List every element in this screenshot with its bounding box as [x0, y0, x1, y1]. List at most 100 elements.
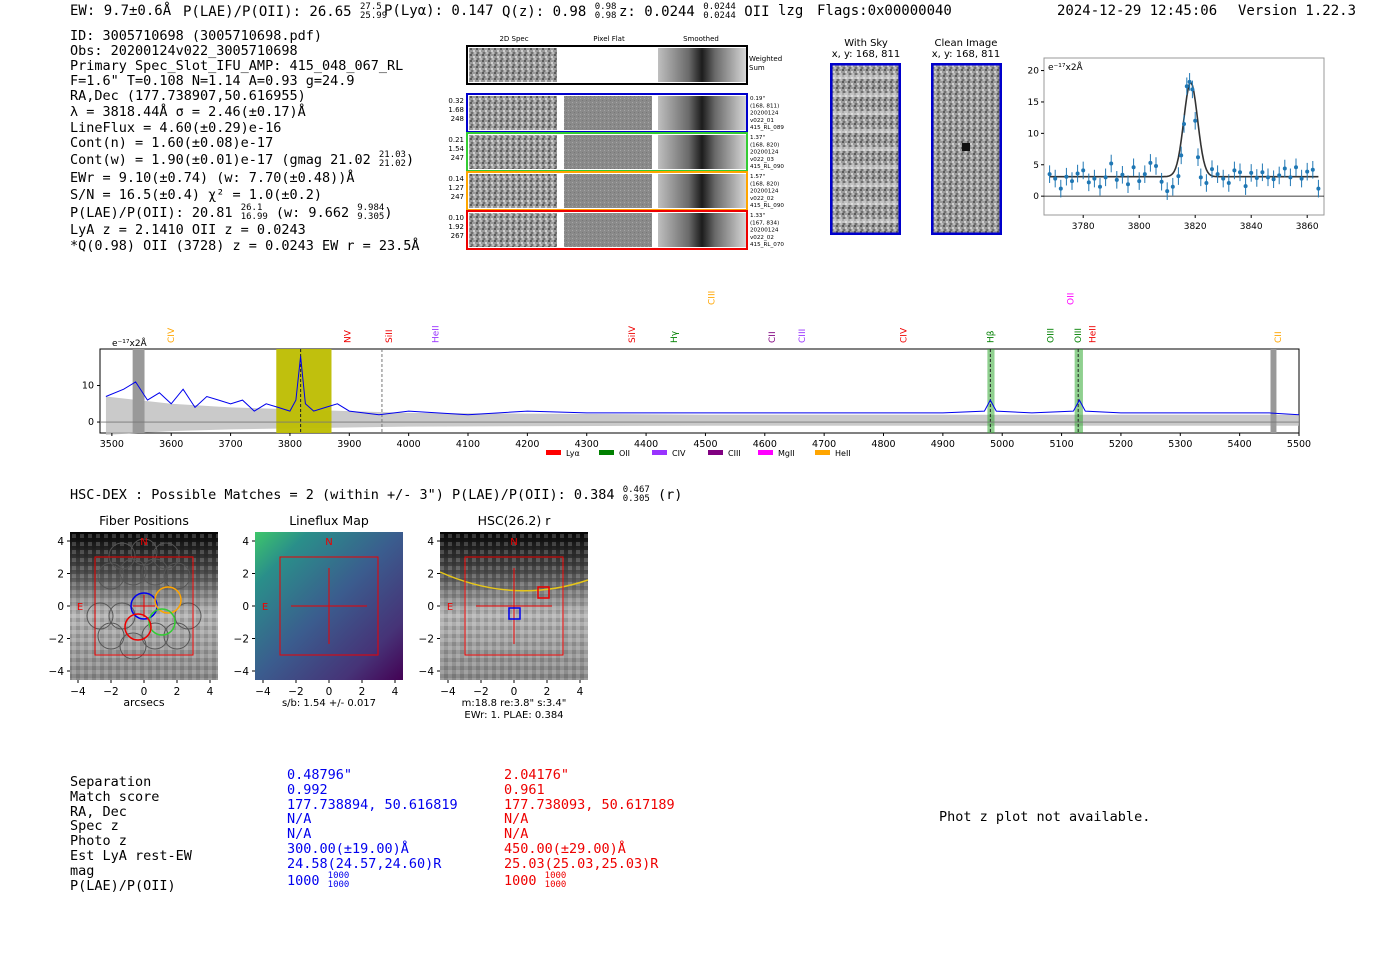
zoom-xtick-label: 3840	[1240, 222, 1263, 232]
fiber-row-left-stat: 0.21	[448, 136, 464, 144]
zoom-data-point	[1226, 180, 1231, 185]
spectrum-xtick-label: 3500	[100, 439, 124, 450]
header-lzg: lzg	[778, 3, 804, 19]
zoom-data-point	[1176, 174, 1181, 179]
match-blue-value: N/A	[287, 826, 312, 843]
emission-line-label: CIII	[798, 329, 808, 343]
zoom-data-point	[1070, 179, 1074, 184]
emission-line-label: Hγ	[670, 330, 680, 343]
emission-line-label: OIII	[1046, 328, 1056, 343]
zoom-data-point	[1058, 186, 1063, 191]
match-red-value: 2.04176"	[504, 767, 570, 783]
zoom-data-point	[1142, 172, 1147, 177]
fiber-circles	[86, 538, 202, 660]
fiber-row-flat	[564, 135, 652, 169]
info-lambda: λ = 3818.44Å σ = 2.46(±0.17)Å	[70, 104, 306, 120]
zoom-data-point	[1294, 165, 1298, 170]
zoom-data-point	[1098, 184, 1102, 189]
zoom-data-point	[1187, 79, 1192, 84]
clean-image	[931, 63, 1002, 235]
zoom-ytick-label: 5	[1033, 161, 1039, 171]
fiber-row-right-meta: v022_01	[750, 118, 774, 124]
fiber-row-right-meta: v022_03	[750, 157, 774, 163]
header-z: z: 0.0244 0.0244 0.0244 OII	[619, 2, 770, 21]
match-red-value: 450.00(±29.00)Å	[504, 840, 626, 857]
fiber-red	[124, 613, 152, 641]
legend-swatch	[599, 450, 614, 455]
emission-line-label: NV	[344, 329, 354, 343]
spectrum-masked-region	[132, 349, 145, 433]
fiber-row-right-meta: 1.37"	[750, 135, 765, 141]
fiber-row-right-meta: 0.19"	[750, 96, 765, 102]
hsc-xtick-label: −4	[70, 686, 86, 698]
hsc-xtick-label: −4	[255, 686, 271, 698]
spectrum-xtick-label: 5000	[990, 439, 1014, 450]
header-plya: P(Lyα): 0.147	[384, 3, 494, 19]
zoom-data-point	[1310, 167, 1315, 172]
fiber-row-right-meta: 20200124	[750, 189, 779, 195]
hsc-ytick-label: 0	[242, 601, 249, 613]
fiber-east-label: E	[77, 602, 83, 613]
emission-line-name: CII	[1274, 331, 1284, 343]
zoom-data-point	[1170, 184, 1175, 189]
emission-line-name: SiII	[385, 329, 395, 343]
emission-line-label: HeII	[431, 325, 441, 343]
emission-line-label: CIV	[900, 327, 910, 343]
emission-line-label: CIII	[707, 291, 717, 305]
hsc-panels: Fiber Positions N E arcsecs Lineflux Map…	[49, 513, 589, 721]
zoom-data-point	[1232, 168, 1237, 173]
spectrum-xtick-label: 4700	[812, 439, 836, 450]
match-red-value: 177.738093, 50.617189	[504, 796, 675, 813]
zoom-data-point	[1154, 164, 1158, 169]
fiber-row-right-meta: 20200124	[750, 150, 779, 156]
zoom-data-point	[1109, 161, 1114, 166]
match-red-value: N/A	[504, 811, 529, 828]
match-blue-value: 177.738894, 50.616819	[287, 796, 458, 813]
photz-message: Phot z plot not available.	[939, 809, 1151, 825]
emission-line-label: CII	[1274, 331, 1284, 343]
zoom-axes-frame	[1043, 57, 1325, 216]
fiber-row-right-meta: v022_02	[750, 196, 774, 202]
fiber-orange	[154, 586, 182, 614]
match-blue-value: 0.48796"	[287, 767, 353, 783]
hsc-xtick-label: 4	[207, 686, 214, 698]
panel-fiber-title: Fiber Positions	[99, 513, 189, 528]
hsc-xtick-label: −2	[103, 686, 118, 698]
lineflux-north-label: N	[325, 537, 332, 548]
emission-line-label: SiII	[385, 329, 395, 343]
hsc-ytick-label: 2	[427, 569, 434, 581]
hsc-ytick-label: 4	[242, 536, 249, 548]
fiber-row-right-meta: (168, 820)	[750, 142, 779, 148]
col-smoothed-label: Smoothed	[683, 35, 719, 43]
spectrum-xtick-label: 4900	[931, 439, 955, 450]
hsc-xtick-label: 2	[544, 686, 551, 698]
fiber-row-left-stat: 0.32	[448, 97, 464, 105]
info-sn: S/N = 16.5(±0.4) χ² = 1.0(±0.2)	[70, 187, 322, 203]
spectrum-xtick-label: 4200	[515, 439, 539, 450]
emission-line-label: HeII	[1088, 325, 1098, 343]
zoom-marks	[1044, 73, 1324, 200]
zoom-xtick-label: 3860	[1296, 222, 1319, 232]
weighted-label-2: Sum	[749, 64, 765, 72]
panel-lineflux-caption: s/b: 1.54 +/- 0.017	[282, 698, 376, 709]
zoom-data-point	[1299, 176, 1304, 181]
hsc-ytick-label: 2	[242, 569, 249, 581]
fiber-row-smooth	[658, 135, 746, 169]
info-ewr: EWr = 9.10(±0.74) (w: 7.70(±0.48))Å	[70, 170, 355, 186]
hsc-blue-match	[508, 607, 521, 620]
match-label: RA, Dec	[70, 803, 127, 820]
legend-label: MgII	[778, 449, 795, 458]
zoom-xtick-label: 3800	[1128, 222, 1151, 232]
fiber-row-right-meta: (168, 811)	[750, 103, 779, 109]
zoom-data-point	[1165, 189, 1170, 194]
emission-line-name: OIII	[1046, 328, 1056, 343]
zoom-data-point	[1064, 174, 1069, 179]
zoom-data-point	[1075, 171, 1080, 176]
info-q: *Q(0.98) OII (3728) z = 0.0243 EW r = 23…	[70, 238, 420, 254]
zoom-data-point	[1120, 172, 1125, 177]
zoom-data-point	[1190, 87, 1195, 92]
zoom-data-point	[1103, 175, 1108, 180]
match-label: Spec z	[70, 818, 119, 835]
spectrum-marks	[105, 356, 1300, 416]
panel-hsc-caption-1: m:18.8 re:3.8" s:3.4"	[462, 698, 567, 709]
